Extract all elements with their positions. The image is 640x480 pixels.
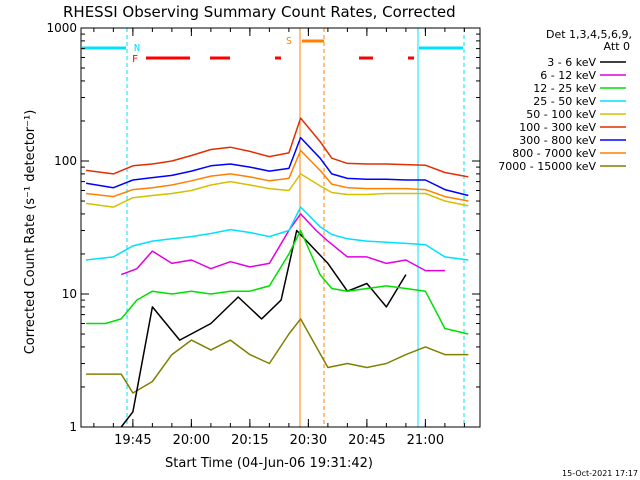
legend-header-1: Det 1,3,4,5,6,9, xyxy=(546,28,632,41)
series-line-2 xyxy=(86,229,469,335)
axes: 1 10 100 1000 19:45 20:00 20:15 20:30 20:45 21:00 xyxy=(46,21,481,448)
legend-header-2: Att 0 xyxy=(604,40,630,53)
series-line-5 xyxy=(86,117,469,178)
y-axis-label: Corrected Count Rate (s⁻¹ detector⁻¹) xyxy=(23,110,38,355)
series-line-1 xyxy=(120,213,445,276)
y-tick-label-100: 100 xyxy=(54,154,77,168)
legend-label-5: 100 - 300 keV xyxy=(519,121,596,134)
series-line-4 xyxy=(85,173,469,208)
series-line-8 xyxy=(86,318,469,394)
x-tick-label-2: 20:15 xyxy=(231,433,268,448)
plot-area: NF S xyxy=(80,28,469,428)
legend-label-0: 3 - 6 keV xyxy=(547,56,596,69)
x-tick-label-1: 20:00 xyxy=(173,433,210,448)
legend-label-8: 7000 - 15000 keV xyxy=(498,160,596,173)
x-tick-label-3: 20:30 xyxy=(290,433,327,448)
x-axis-label: Start Time (04-Jun-06 19:31:42) xyxy=(165,456,373,471)
chart-title: RHESSI Observing Summary Count Rates, Co… xyxy=(63,3,456,21)
legend-label-2: 12 - 25 keV xyxy=(533,82,596,95)
y-tick-label-1000: 1000 xyxy=(46,21,77,35)
legend-label-6: 300 - 800 keV xyxy=(519,134,596,147)
y-tick-label-1: 1 xyxy=(69,420,77,434)
legend-label-7: 800 - 7000 keV xyxy=(512,147,596,160)
legend-label-3: 25 - 50 keV xyxy=(533,95,596,108)
series-line-7 xyxy=(86,149,469,202)
y-tick-label-10: 10 xyxy=(62,287,77,301)
footer-timestamp: 15-Oct-2021 17:17 xyxy=(562,469,638,478)
x-tick-label-5: 21:00 xyxy=(407,433,444,448)
x-tick-label-4: 20:45 xyxy=(348,433,385,448)
series-line-6 xyxy=(85,136,469,197)
series-line-3 xyxy=(86,206,469,261)
legend-label-4: 50 - 100 keV xyxy=(526,108,596,121)
legend-label-1: 6 - 12 keV xyxy=(540,69,596,82)
x-tick-label-0: 19:45 xyxy=(114,433,151,448)
annotation-s: S xyxy=(286,36,292,47)
series-line-0 xyxy=(120,229,407,428)
plot-frame xyxy=(80,27,481,428)
annotation-n: N xyxy=(134,43,140,54)
annotation-f: F xyxy=(132,54,138,65)
